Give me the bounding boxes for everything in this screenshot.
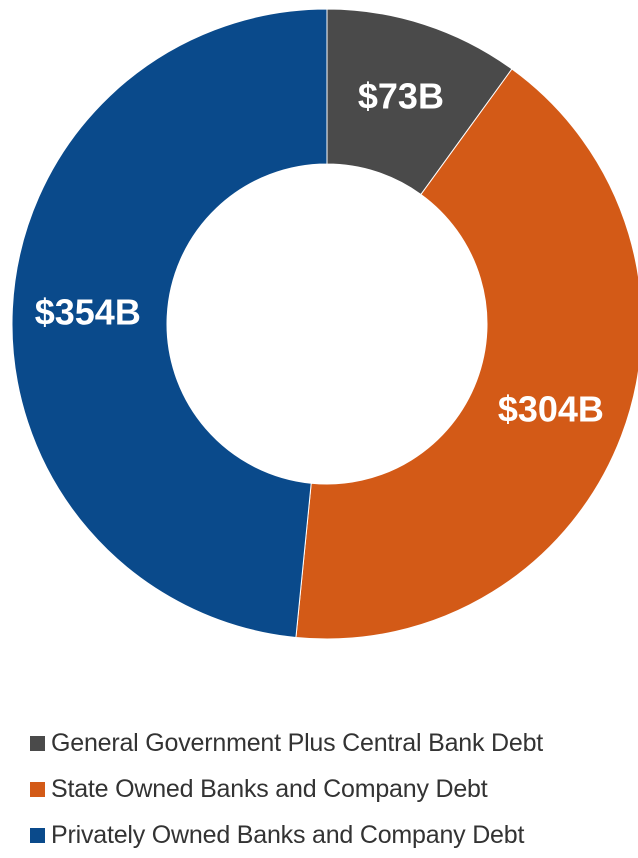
- donut-chart: $73B $304B $354B: [11, 8, 638, 640]
- slice-privately-owned: [11, 8, 328, 639]
- legend-item-state-owned: State Owned Banks and Company Debt: [30, 766, 638, 812]
- legend-swatch: [30, 781, 45, 797]
- legend-label: State Owned Banks and Company Debt: [51, 774, 488, 803]
- legend-label: General Government Plus Central Bank Deb…: [51, 728, 544, 757]
- legend-swatch: [30, 735, 45, 751]
- slice-label-general-government: $73B: [358, 76, 444, 117]
- donut-chart-svg: $73B $304B $354B: [11, 8, 638, 640]
- slice-label-privately-owned: $354B: [35, 292, 141, 333]
- chart-legend: General Government Plus Central Bank Deb…: [30, 720, 638, 858]
- slice-label-state-owned: $304B: [498, 389, 604, 430]
- legend-label: Privately Owned Banks and Company Debt: [51, 820, 525, 849]
- legend-swatch: [30, 827, 45, 843]
- legend-item-privately-owned: Privately Owned Banks and Company Debt: [30, 812, 638, 858]
- slice-state-owned: [295, 68, 638, 640]
- legend-item-general-government: General Government Plus Central Bank Deb…: [30, 720, 638, 766]
